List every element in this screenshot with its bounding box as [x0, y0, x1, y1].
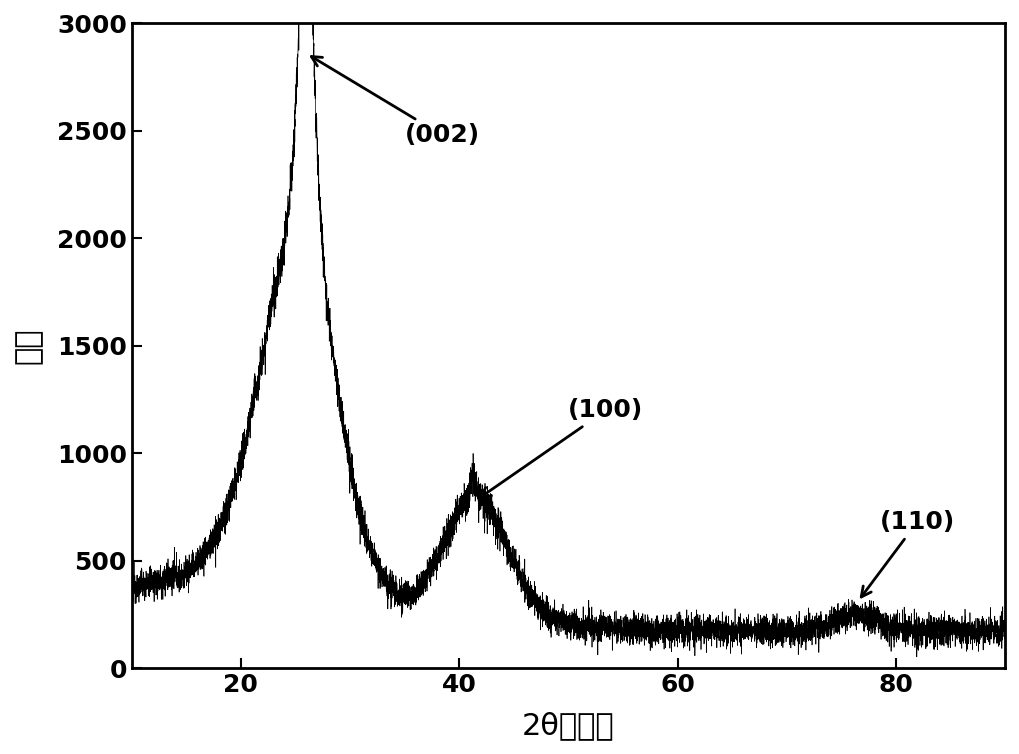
Y-axis label: 强度: 强度 — [14, 328, 43, 364]
Text: (002): (002) — [312, 57, 480, 147]
X-axis label: 2θ（度）: 2θ（度） — [522, 711, 614, 740]
Text: (100): (100) — [480, 398, 644, 498]
Text: (110): (110) — [861, 510, 955, 597]
